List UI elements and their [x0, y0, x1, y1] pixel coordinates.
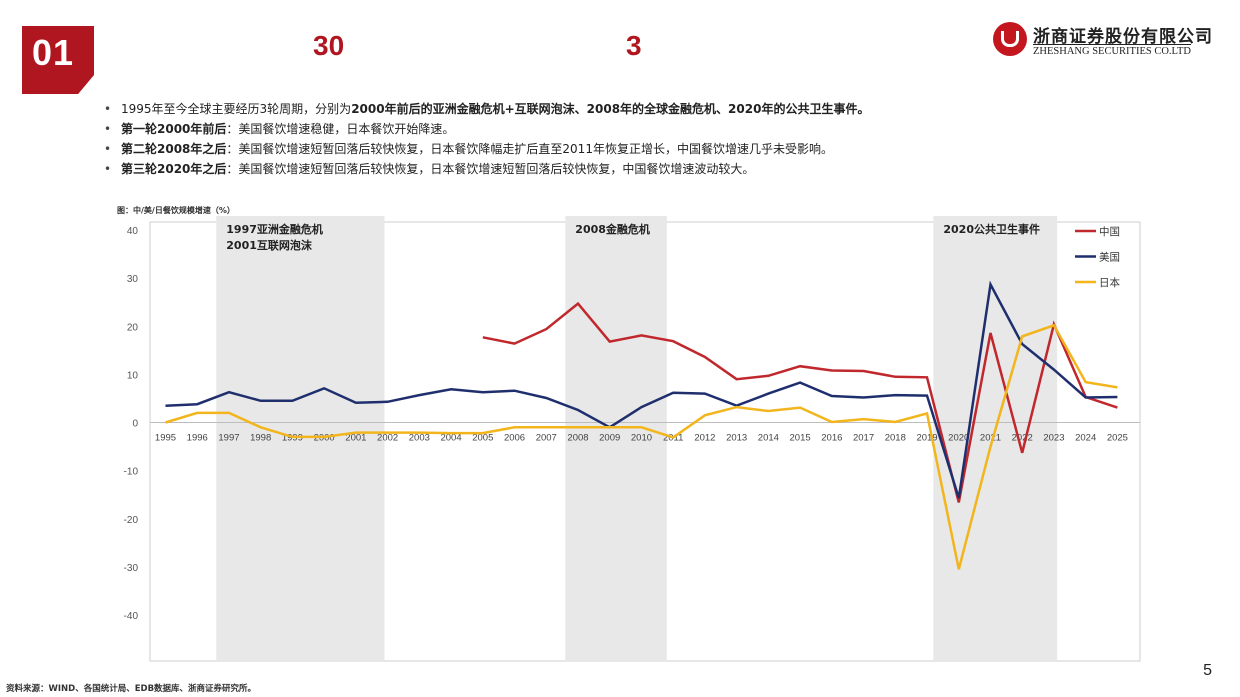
crisis-annotation-label: 2020公共卫生事件	[943, 222, 1040, 236]
crisis-annotation-label: 2001互联网泡沫	[226, 238, 313, 252]
legend-label: 日本	[1099, 276, 1121, 289]
y-tick-label: 20	[127, 322, 139, 333]
y-tick-label: 10	[127, 370, 139, 381]
x-tick-label: 2003	[409, 433, 430, 444]
bullet-tail: ：美国餐饮增速稳健，日本餐饮开始降速。	[226, 122, 455, 136]
x-tick-label: 2016	[821, 433, 842, 444]
series-line-中国	[482, 301, 1118, 503]
x-tick-label: 2022	[1012, 433, 1033, 444]
x-tick-label: 2005	[472, 433, 493, 444]
x-tick-label: 2004	[440, 433, 461, 444]
bullet-bold: 第三轮2020年之后	[121, 162, 227, 176]
x-tick-label: 2008	[567, 433, 588, 444]
y-tick-label: 30	[127, 274, 139, 285]
x-tick-label: 2015	[790, 433, 811, 444]
crisis-shade-band	[565, 216, 667, 661]
x-tick-label: 2018	[885, 433, 906, 444]
y-tick-label: -30	[124, 563, 139, 574]
crisis-shade-band	[216, 216, 385, 661]
x-tick-label: 1996	[187, 433, 208, 444]
company-logo: 浙商证券股份有限公司 ZHESHANG SECURITIES CO.LTD	[993, 22, 1212, 60]
y-tick-label: 0	[132, 419, 138, 430]
x-tick-label: 2021	[980, 433, 1001, 444]
y-tick-label: 40	[127, 226, 139, 237]
bullet-tail: ：美国餐饮增速短暂回落后较快恢复，日本餐饮降幅走扩后直至2011年恢复正增长，中…	[226, 142, 833, 156]
legend-label: 中国	[1099, 225, 1120, 238]
bullet-item: 第二轮2008年之后：美国餐饮增速短暂回落后较快恢复，日本餐饮降幅走扩后直至20…	[104, 139, 1214, 159]
x-tick-label: 2024	[1075, 433, 1096, 444]
x-tick-label: 2010	[631, 433, 652, 444]
headline-number-3: 3	[626, 30, 642, 61]
section-badge: 01	[22, 26, 94, 94]
series-line-美国	[165, 280, 1118, 499]
section-number: 01	[32, 32, 75, 73]
headline-number-30: 30	[313, 30, 345, 61]
x-tick-label: 2013	[726, 433, 747, 444]
summary-bullets: 1995年至今全球主要经历3轮周期，分别为2000年前后的亚洲金融危机+互联网泡…	[104, 99, 1214, 179]
x-tick-label: 2012	[694, 433, 715, 444]
x-tick-label: 2002	[377, 433, 398, 444]
x-tick-label: 2006	[504, 433, 525, 444]
bullet-tail: ：美国餐饮增速短暂回落后较快恢复，日本餐饮增速短暂回落后较快恢复，中国餐饮增速波…	[226, 162, 755, 176]
chart-title: 图：中/美/日餐饮规模增速（%）	[117, 206, 235, 215]
bullet-item: 第一轮2000年前后：美国餐饮增速稳健，日本餐饮开始降速。	[104, 119, 1214, 139]
crisis-annotation-label: 1997亚洲金融危机	[226, 222, 323, 236]
y-tick-label: -20	[124, 515, 139, 526]
y-tick-label: -40	[124, 611, 139, 622]
x-tick-label: 2014	[758, 433, 779, 444]
x-tick-label: 1995	[155, 433, 176, 444]
bullet-bold: 2000年前后的亚洲金融危机+互联网泡沫、2008年的全球金融危机、2020年的…	[351, 102, 870, 116]
x-tick-label: 1998	[250, 433, 271, 444]
x-tick-label: 2020	[948, 433, 969, 444]
data-source-note: 资料来源：WIND、各国统计局、EDB数据库、浙商证券研究所。	[6, 684, 257, 694]
legend-label: 美国	[1099, 251, 1120, 264]
x-tick-label: 2007	[536, 433, 557, 444]
crisis-annotation-label: 2008金融危机	[575, 222, 650, 236]
x-tick-label: 1997	[218, 433, 239, 444]
bullet-item: 1995年至今全球主要经历3轮周期，分别为2000年前后的亚洲金融危机+互联网泡…	[104, 99, 1214, 119]
x-tick-label: 2017	[853, 433, 874, 444]
y-tick-label: -10	[124, 467, 139, 478]
bullet-item: 第三轮2020年之后：美国餐饮增速短暂回落后较快恢复，日本餐饮增速短暂回落后较快…	[104, 159, 1214, 179]
logo-english-name: ZHESHANG SECURITIES CO.LTD	[1033, 44, 1191, 57]
x-tick-label: 2001	[345, 433, 366, 444]
x-tick-label: 2025	[1107, 433, 1128, 444]
x-tick-label: 2023	[1043, 433, 1064, 444]
bullet-bold: 第一轮2000年前后	[121, 122, 227, 136]
logo-mark-icon	[993, 22, 1027, 56]
logo-chinese-name: 浙商证券股份有限公司	[1033, 27, 1213, 47]
series-line-日本	[165, 323, 1118, 570]
crisis-shade-band	[933, 216, 1058, 661]
x-tick-label: 2009	[599, 433, 620, 444]
page-number: 5	[1203, 662, 1212, 679]
bullet-bold: 第二轮2008年之后	[121, 142, 227, 156]
x-tick-label: 2019	[916, 433, 937, 444]
bullet-text: 1995年至今全球主要经历3轮周期，分别为	[121, 102, 352, 116]
